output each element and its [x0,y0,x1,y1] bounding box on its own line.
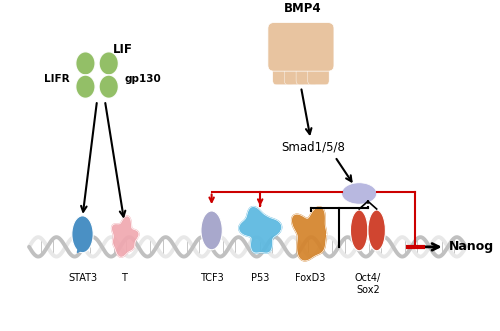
FancyBboxPatch shape [273,56,294,85]
Polygon shape [239,207,282,253]
Ellipse shape [76,75,95,98]
Text: P53: P53 [251,273,270,283]
Ellipse shape [72,216,93,253]
Text: Smad1/5/8: Smad1/5/8 [282,140,346,153]
Ellipse shape [342,183,376,204]
FancyBboxPatch shape [284,56,306,85]
Polygon shape [292,207,326,261]
FancyBboxPatch shape [268,23,334,71]
Text: LIF: LIF [112,43,132,56]
Text: STAT3: STAT3 [68,273,97,283]
Text: TCF3: TCF3 [200,273,224,283]
Text: FoxD3: FoxD3 [296,273,326,283]
Ellipse shape [350,210,368,251]
Ellipse shape [76,52,95,75]
Ellipse shape [99,52,118,75]
FancyBboxPatch shape [296,56,318,85]
Text: BMP4: BMP4 [284,2,322,15]
Text: Oct4/
Sox2: Oct4/ Sox2 [355,273,381,295]
FancyBboxPatch shape [308,56,329,85]
Text: LIFR: LIFR [44,74,70,84]
Text: T: T [122,273,127,283]
Ellipse shape [201,211,222,250]
Ellipse shape [99,75,118,98]
Polygon shape [112,216,139,257]
Text: Nanog: Nanog [448,240,494,253]
Ellipse shape [368,210,386,251]
Text: gp130: gp130 [124,74,161,84]
